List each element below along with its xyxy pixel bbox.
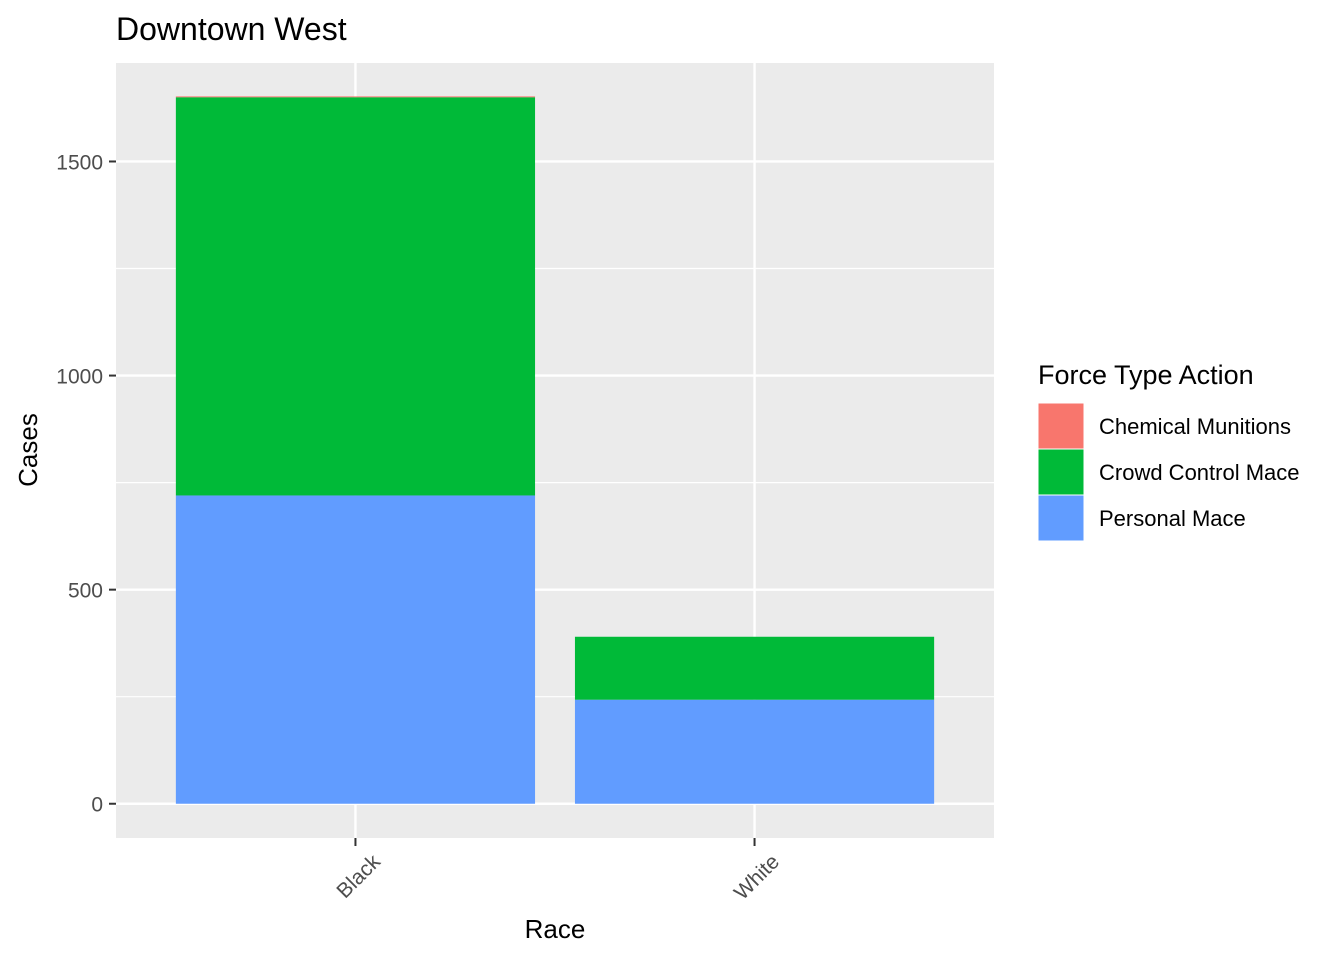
bar-black-personal-mace xyxy=(175,495,536,804)
bar-white-crowd-control-mace xyxy=(574,636,935,700)
y-axis-title: Cases xyxy=(13,413,43,487)
y-tick-label: 500 xyxy=(68,580,103,603)
legend-label: Chemical Munitions xyxy=(1099,414,1291,439)
legend-label: Crowd Control Mace xyxy=(1099,460,1300,485)
bar-black-chemical-munitions xyxy=(175,96,536,98)
x-axis: Black White xyxy=(332,838,784,904)
x-tick-label: Black xyxy=(332,850,385,903)
chart-title: Downtown West xyxy=(116,11,347,47)
bars xyxy=(175,96,935,804)
bar-black-crowd-control-mace xyxy=(175,97,536,496)
legend-key-personal-mace xyxy=(1037,494,1085,542)
x-tick-label: White xyxy=(730,850,784,904)
x-axis-title: Race xyxy=(525,914,586,944)
legend-title: Force Type Action xyxy=(1038,360,1254,390)
bar-white-personal-mace xyxy=(574,699,935,804)
y-axis: 0 500 1000 1500 xyxy=(56,151,116,817)
legend-key-crowd-control-mace xyxy=(1037,448,1085,496)
legend: Force Type Action Chemical Munitions Crow… xyxy=(1037,360,1300,542)
legend-key-chemical-munitions xyxy=(1037,402,1085,450)
y-tick-label: 1000 xyxy=(56,366,103,389)
y-tick-label: 0 xyxy=(91,794,103,817)
legend-label: Personal Mace xyxy=(1099,506,1246,531)
y-tick-label: 1500 xyxy=(56,151,103,174)
